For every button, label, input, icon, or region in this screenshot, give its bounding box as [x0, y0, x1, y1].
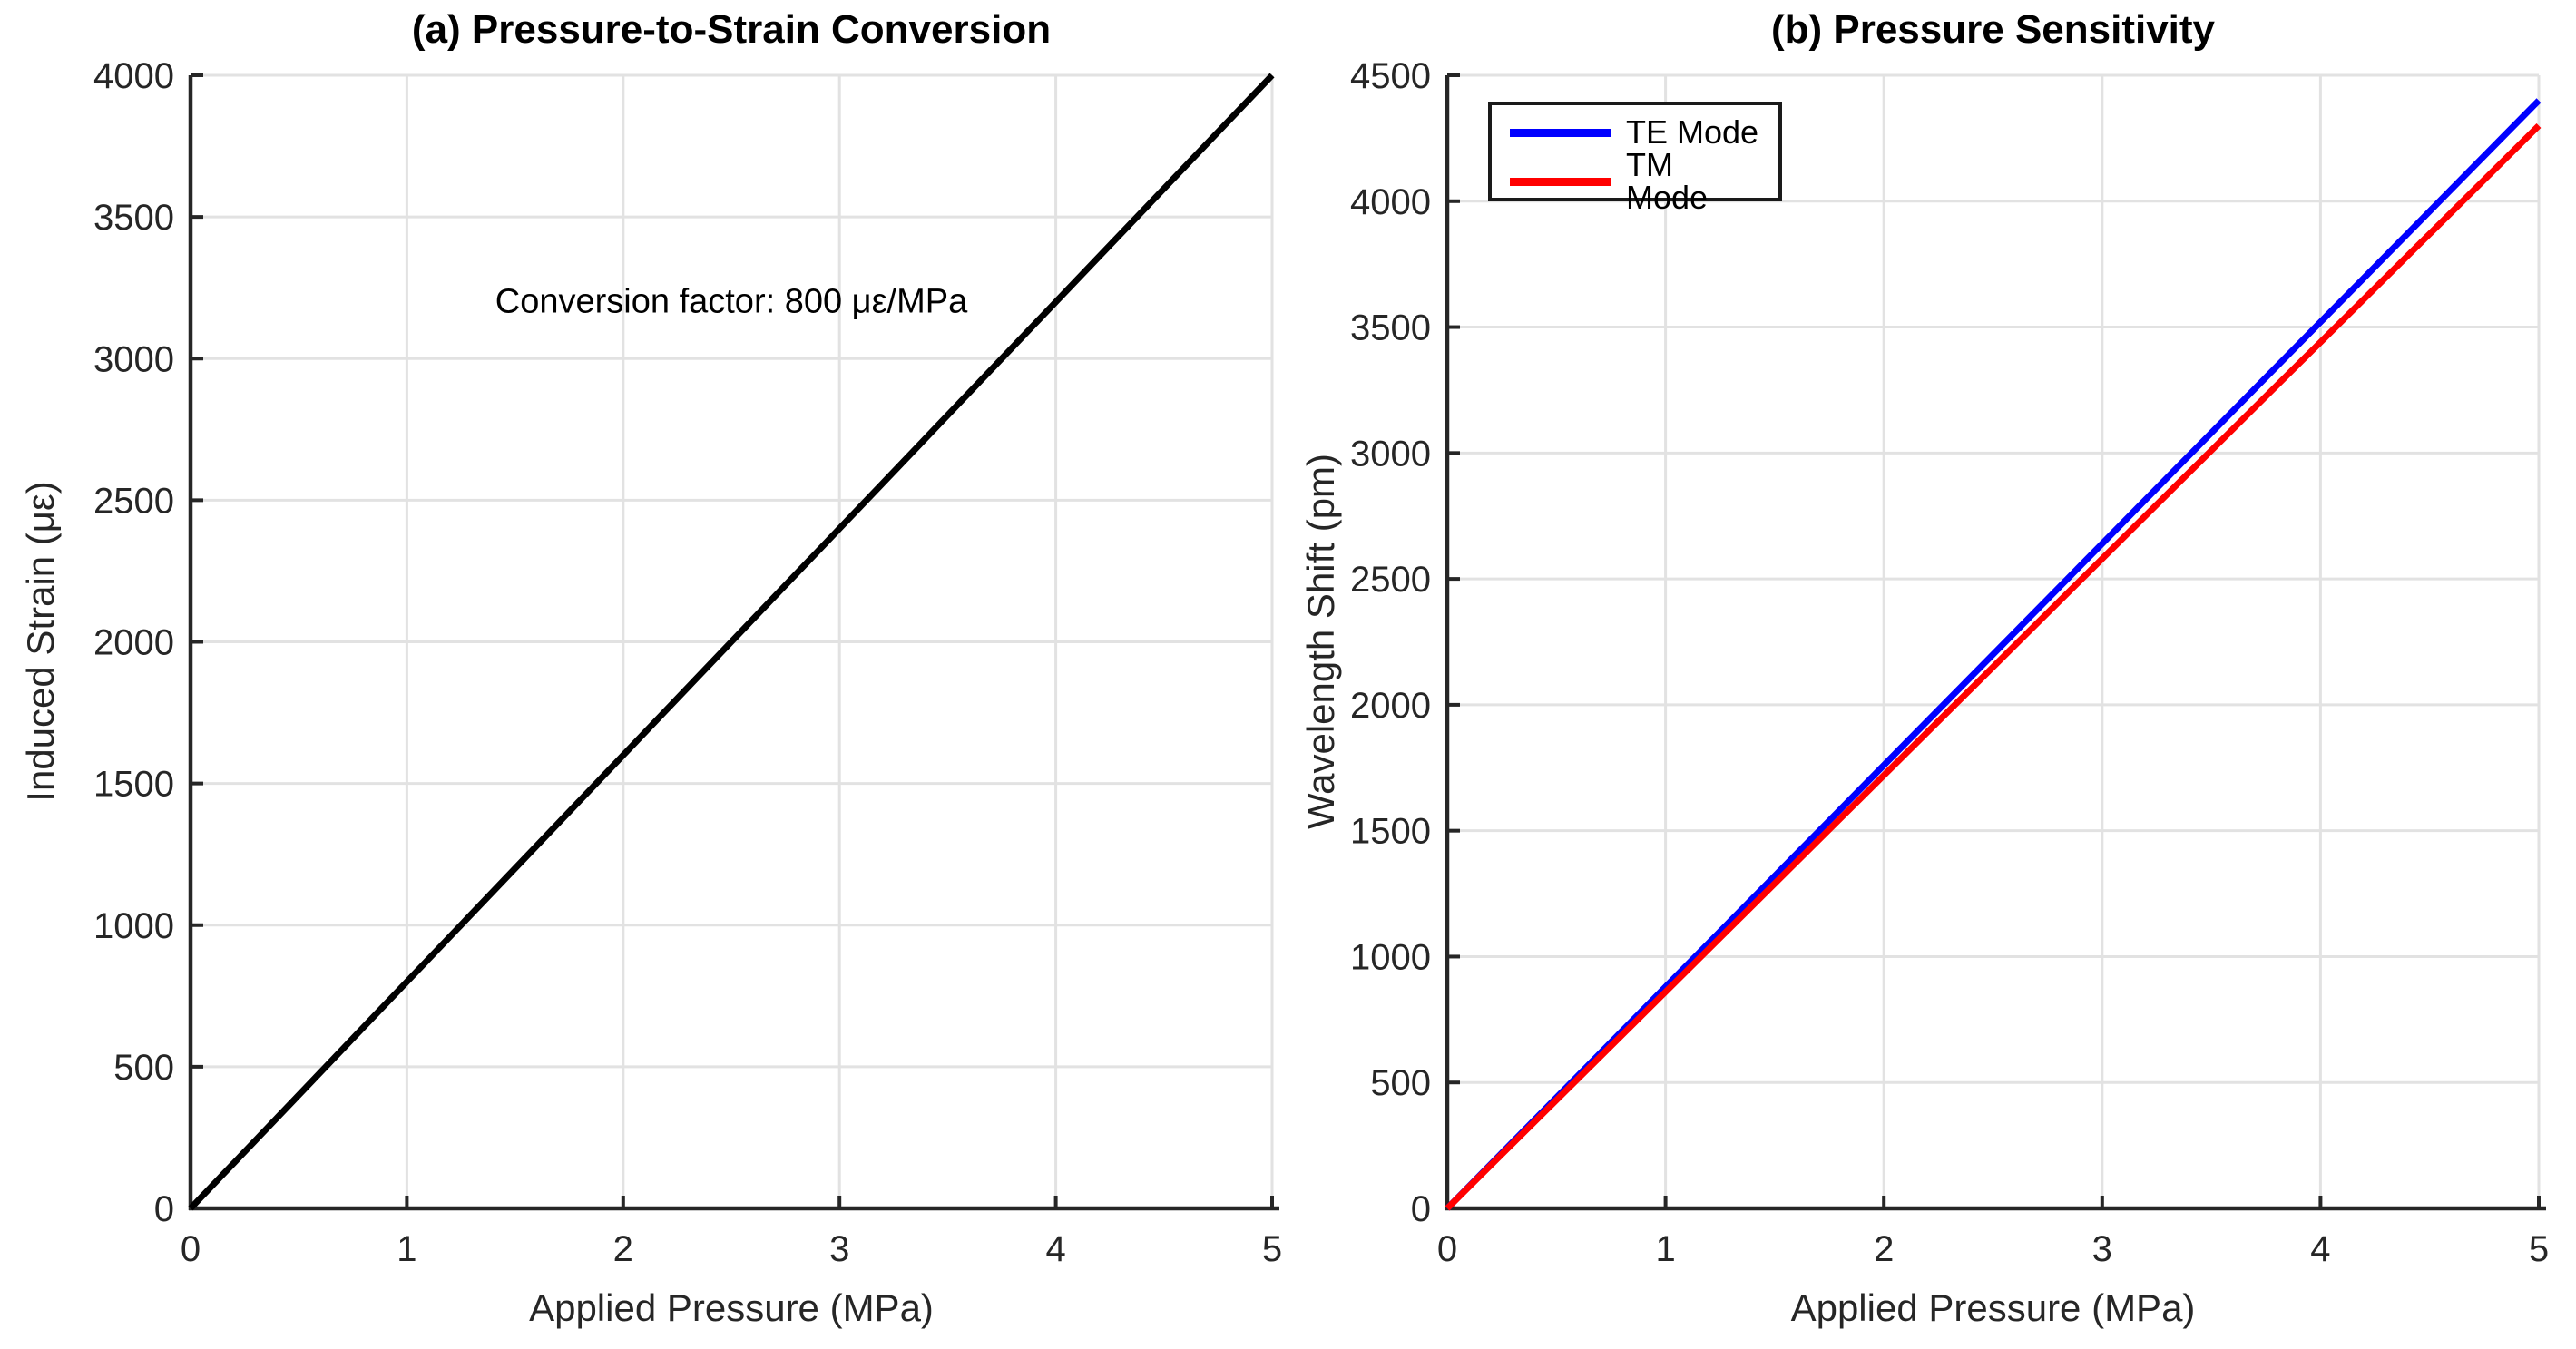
x-tick-label: 2	[613, 1229, 633, 1269]
y-tick-label: 1500	[93, 765, 174, 805]
x-tick-label: 1	[397, 1229, 416, 1269]
te-mode-line-swatch	[1510, 128, 1611, 137]
x-tick-label: 2	[1874, 1229, 1894, 1269]
y-tick-label: 0	[1411, 1189, 1431, 1229]
x-tick-label: 4	[1045, 1229, 1065, 1269]
tm-mode-line-swatch	[1510, 177, 1611, 186]
legend-item-tm-mode: TM Mode	[1510, 149, 1760, 214]
y-tick-label: 1000	[93, 906, 174, 946]
panel-b-title: (b) Pressure Sensitivity	[1770, 7, 2216, 52]
y-tick-label: 4500	[1350, 56, 1431, 96]
panel-a-y-axis-label: Induced Strain (με)	[19, 481, 62, 802]
x-tick-label: 0	[1437, 1229, 1457, 1269]
y-tick-label: 1000	[1350, 937, 1431, 977]
legend-label-te-mode: TE Mode	[1626, 113, 1759, 151]
series-line-induced-strain	[188, 73, 1275, 1211]
y-tick-label: 2000	[1350, 686, 1431, 726]
panel-a-annotation: Conversion factor: 800 με/MPa	[495, 282, 968, 321]
y-tick-label: 3500	[1350, 308, 1431, 348]
y-tick-label: 3000	[1350, 434, 1431, 474]
y-tick-label: 2500	[93, 481, 174, 521]
y-tick-label: 2000	[93, 623, 174, 663]
y-tick-label: 0	[154, 1189, 174, 1229]
x-tick-label: 0	[181, 1229, 201, 1269]
y-tick-label: 500	[113, 1048, 174, 1088]
panel-a-x-axis-label: Applied Pressure (MPa)	[529, 1286, 934, 1329]
x-tick-label: 5	[1262, 1229, 1282, 1269]
x-tick-label: 3	[829, 1229, 849, 1269]
legend-item-te-mode: TE Mode	[1510, 116, 1760, 149]
y-tick-label: 500	[1370, 1063, 1431, 1103]
y-tick-label: 4000	[1350, 182, 1431, 222]
x-tick-label: 5	[2529, 1229, 2549, 1269]
panel-b-x-axis-label: Applied Pressure (MPa)	[1790, 1286, 2196, 1329]
series-line-tm-mode	[1445, 123, 2542, 1211]
legend-label-tm-mode: TM Mode	[1626, 146, 1709, 216]
y-tick-label: 1500	[1350, 812, 1431, 852]
x-tick-label: 4	[2310, 1229, 2330, 1269]
x-tick-label: 1	[1655, 1229, 1675, 1269]
y-tick-label: 2500	[1350, 560, 1431, 600]
y-tick-label: 3500	[93, 198, 174, 238]
panel-b-y-axis-label: Wavelength Shift (pm)	[1299, 454, 1342, 829]
legend: TE Mode TM Mode	[1488, 102, 1782, 214]
y-tick-label: 3000	[93, 339, 174, 379]
y-tick-label: 4000	[93, 56, 174, 96]
x-tick-label: 3	[2092, 1229, 2112, 1269]
panel-a-title: (a) Pressure-to-Strain Conversion	[411, 7, 1052, 52]
